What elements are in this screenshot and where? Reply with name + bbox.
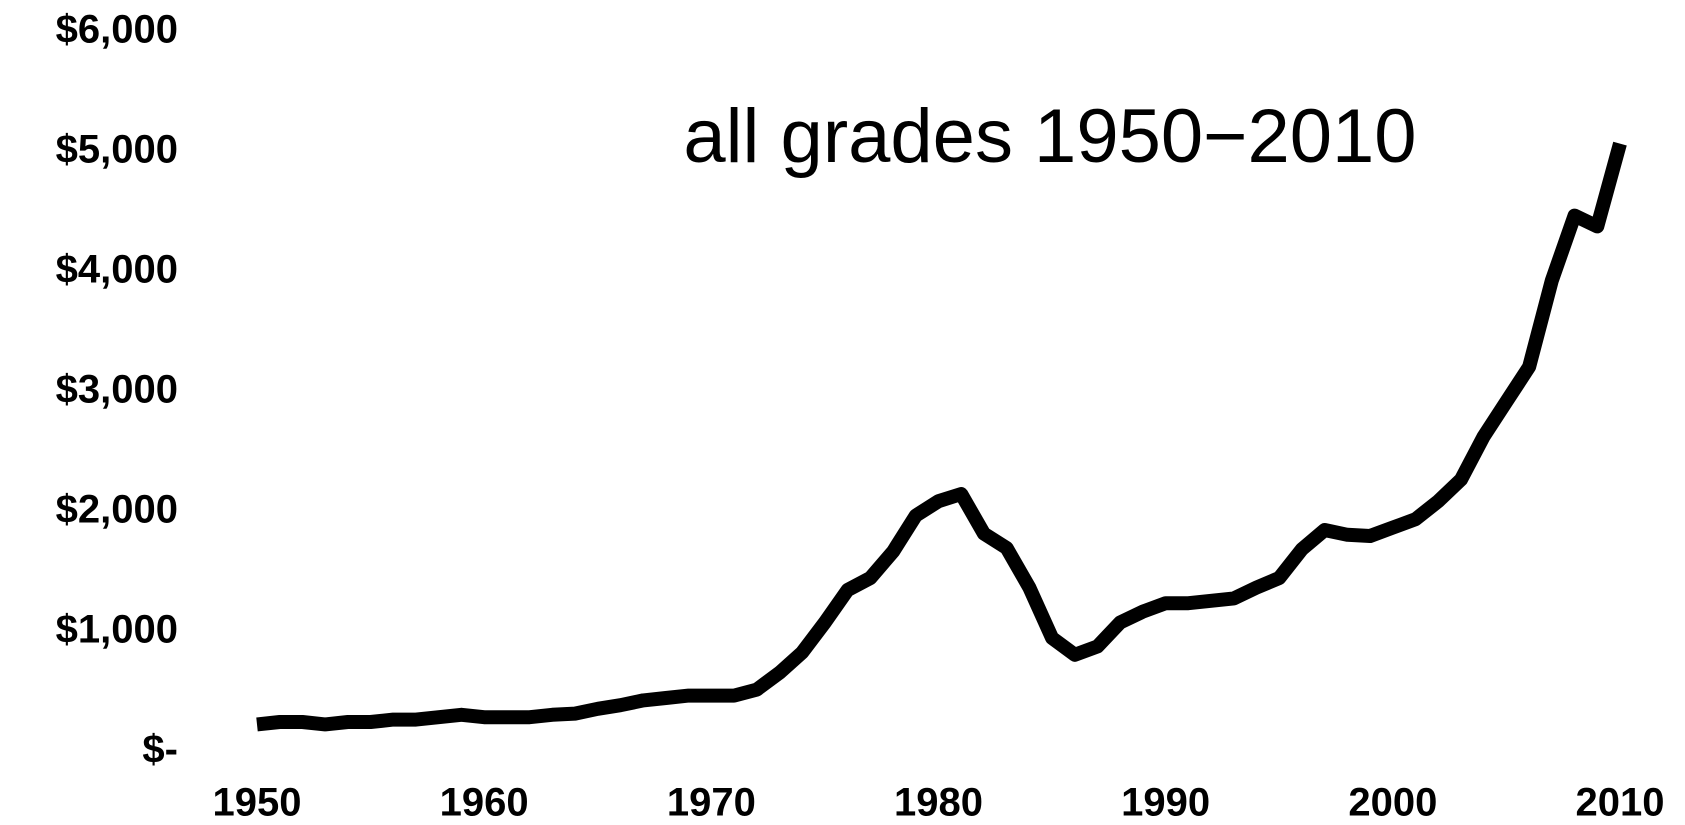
y-tick-label: $2,000 xyxy=(56,488,178,532)
x-tick-label: 2010 xyxy=(1576,781,1665,825)
x-tick-label: 1980 xyxy=(894,781,983,825)
chart-title: all grades 1950−2010 xyxy=(683,94,1416,179)
y-tick-label: $6,000 xyxy=(56,8,178,52)
y-tick-label: $3,000 xyxy=(56,368,178,412)
x-tick-label: 1990 xyxy=(1121,781,1210,825)
y-tick-label: $1,000 xyxy=(56,608,178,652)
x-tick-label: 1950 xyxy=(213,781,302,825)
y-tick-label: $5,000 xyxy=(56,128,178,172)
x-tick-label: 2000 xyxy=(1348,781,1437,825)
x-tick-label: 1960 xyxy=(440,781,529,825)
y-tick-label: $- xyxy=(142,728,178,772)
x-tick-label: 1970 xyxy=(667,781,756,825)
line xyxy=(256,141,1627,732)
y-tick-label: $4,000 xyxy=(56,248,178,292)
